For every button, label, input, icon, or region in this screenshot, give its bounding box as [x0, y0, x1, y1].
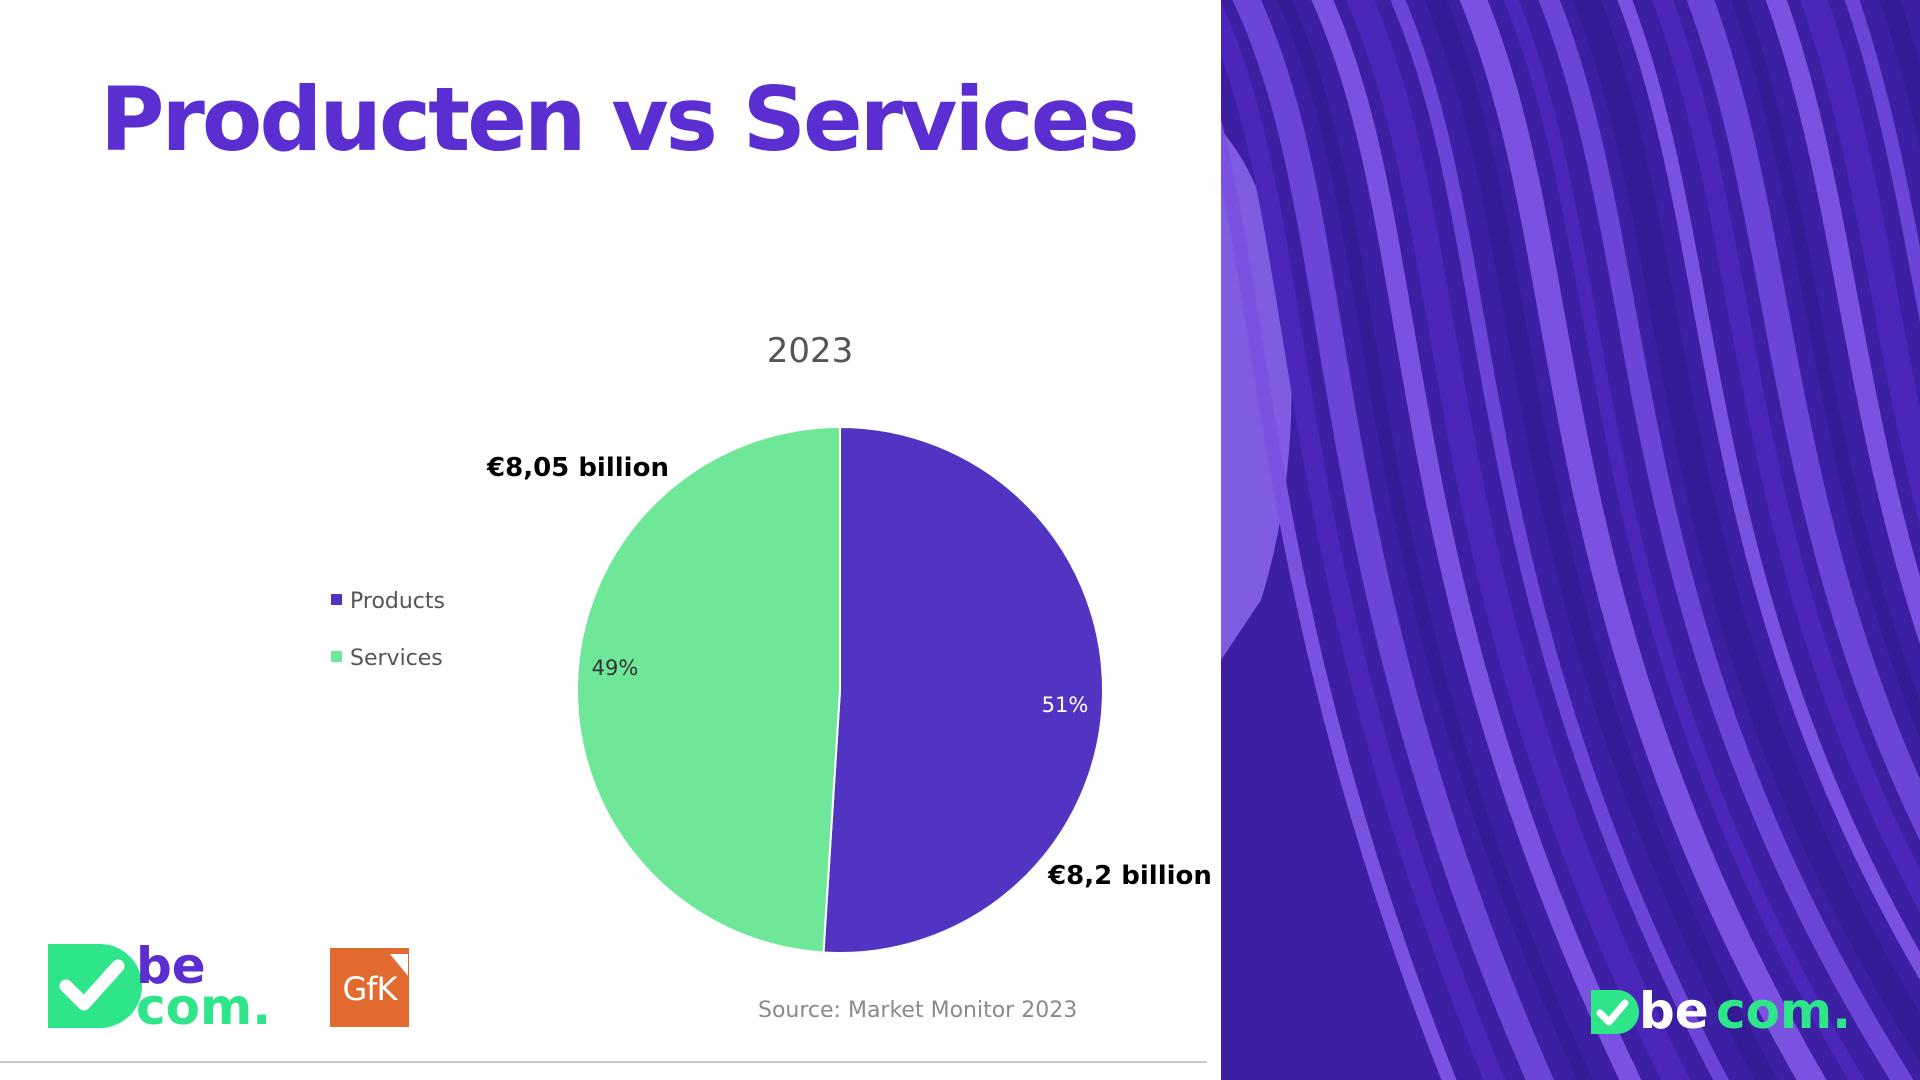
decorative-stripe — [1311, 0, 1642, 1080]
pie-slice-products — [822, 425, 1104, 954]
page-title: Producten vs Services — [100, 68, 1140, 171]
gfk-logo: GfK — [330, 948, 409, 1027]
decorative-stripe — [1390, 0, 1729, 1080]
decorative-stripe — [1686, 0, 1920, 841]
gfk-logo-text: GfK — [342, 970, 397, 1008]
decorative-stripe — [1765, 0, 1920, 644]
decorative-stripe — [1844, 0, 1920, 323]
legend-label-services: Services — [350, 646, 443, 671]
source-note: Source: Market Monitor 2023 — [758, 998, 1078, 1023]
data-label-percent-services: 49% — [592, 656, 639, 680]
decorative-stripe — [1800, 0, 1920, 526]
checkmark-badge-icon — [1591, 990, 1639, 1034]
chart-title: 2023 — [767, 331, 854, 371]
decorative-stripe — [1221, 119, 1457, 1080]
decorative-stripe — [1503, 0, 1865, 1080]
legend-swatch-services — [331, 651, 342, 662]
decorative-stripe — [1730, 0, 1920, 739]
becom-logo: be com. — [48, 940, 271, 1030]
decorative-stripe — [1617, 0, 1920, 980]
footer-divider — [0, 1061, 1207, 1063]
decorative-stripe — [1572, 0, 1920, 1063]
becom-small-part2: com. — [1716, 982, 1851, 1040]
decorative-stripe — [1232, 0, 1555, 1080]
data-label-amount-services: €8,05 billion — [486, 453, 669, 483]
decorative-stripe — [1424, 0, 1778, 1080]
data-label-amount-products: €8,2 billion — [1047, 861, 1212, 891]
decorative-panel: be com. — [1221, 0, 1920, 1080]
pie-slice-services — [576, 425, 841, 954]
legend-label-products: Products — [350, 589, 445, 614]
checkmark-badge-icon — [48, 944, 142, 1028]
data-label-percent-products: 51% — [1042, 693, 1089, 717]
becom-logo-line2: com. — [136, 978, 271, 1030]
decorative-stripe — [1276, 0, 1593, 1080]
decorative-stripe — [1345, 0, 1691, 1080]
becom-logo-line1: be — [136, 940, 206, 995]
pie-chart: 2023 51% €8,2 billion 49% €8,05 billion Pro… — [331, 331, 1212, 954]
becom-logo-small: be com. — [1591, 982, 1851, 1040]
decorative-stripe — [1459, 0, 1827, 1080]
decorative-stripe — [1221, 2, 1506, 1080]
decorative-stripe — [1538, 0, 1914, 1080]
legend-swatch-products — [331, 594, 342, 605]
becom-small-part1: be — [1639, 982, 1709, 1040]
decorative-stripe — [1651, 0, 1920, 913]
